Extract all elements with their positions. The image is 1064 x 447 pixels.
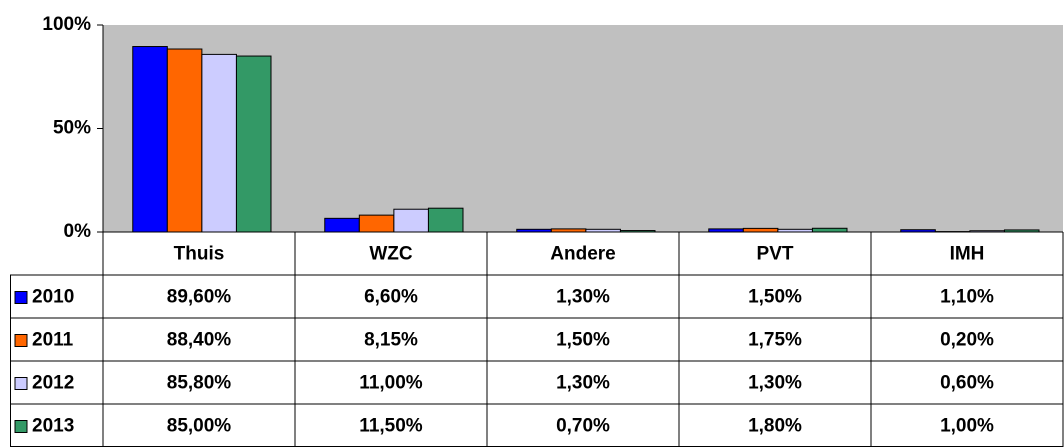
bar — [393, 208, 429, 233]
table-value: 1,00% — [940, 416, 994, 437]
legend-label: 2010 — [32, 287, 74, 308]
table-value: 1,50% — [556, 330, 610, 351]
table-value: 85,80% — [167, 373, 232, 394]
bar — [324, 217, 360, 233]
y-tick-label: 100% — [42, 14, 91, 35]
bar — [427, 207, 464, 233]
table-value: 85,00% — [167, 416, 232, 437]
table-value: 1,50% — [748, 287, 802, 308]
y-tick-label: 50% — [53, 118, 91, 139]
legend-label: 2012 — [32, 373, 74, 394]
table-value: 1,30% — [748, 373, 802, 394]
table-value: 1,80% — [748, 416, 802, 437]
table-value: 89,60% — [167, 287, 232, 308]
category-label: IMH — [950, 244, 985, 265]
table-value: 0,70% — [556, 416, 610, 437]
legend-swatch — [14, 334, 28, 347]
y-tick-label: 0% — [64, 221, 92, 242]
legend-label: 2013 — [32, 416, 74, 437]
category-label: PVT — [757, 244, 794, 265]
bar — [166, 48, 203, 233]
table-value: 11,50% — [359, 416, 422, 437]
table-value: 88,40% — [167, 330, 232, 351]
table-value: 11,00% — [359, 373, 422, 394]
bar — [811, 227, 848, 233]
table-value: 1,30% — [556, 373, 610, 394]
legend-swatch — [14, 377, 28, 390]
legend-swatch — [14, 291, 28, 304]
table-value: 1,30% — [556, 287, 610, 308]
table-value: 1,75% — [748, 330, 802, 351]
bar — [358, 214, 395, 233]
category-label: Andere — [550, 244, 615, 265]
bar — [132, 46, 168, 233]
bar — [201, 53, 237, 233]
table-value: 0,20% — [940, 330, 994, 351]
bar — [235, 55, 272, 233]
legend-swatch — [14, 420, 28, 433]
table-value: 8,15% — [364, 330, 418, 351]
table-value: 1,10% — [940, 287, 994, 308]
table-value: 6,60% — [364, 287, 418, 308]
category-label: WZC — [369, 244, 413, 265]
category-label: Thuis — [174, 244, 225, 265]
legend-label: 2011 — [32, 330, 74, 351]
table-value: 0,60% — [940, 373, 994, 394]
bar — [742, 227, 779, 233]
